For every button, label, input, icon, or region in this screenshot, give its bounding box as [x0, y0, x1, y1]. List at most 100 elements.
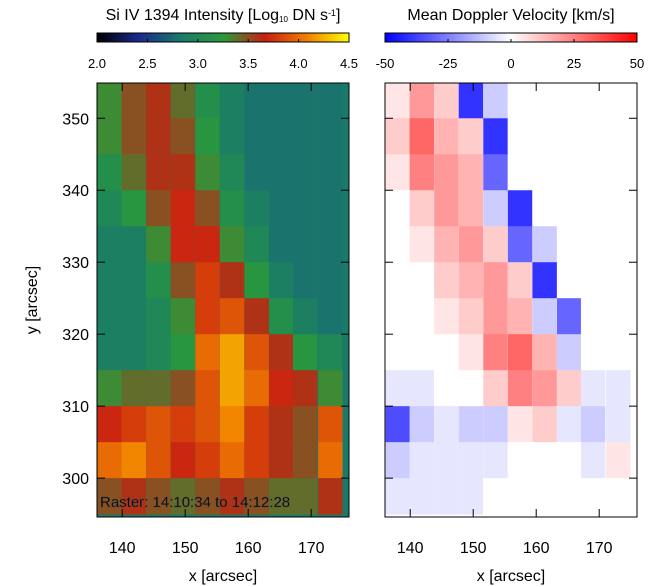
heatmap-cell [409, 370, 435, 407]
heatmap-cell [532, 262, 557, 299]
heatmap-cell [483, 226, 508, 263]
heatmap-cell [580, 118, 606, 155]
heatmap-cell [121, 478, 147, 515]
heatmap-cell [580, 478, 606, 515]
heatmap-cell [580, 154, 606, 191]
heatmap-cell [606, 298, 631, 335]
heatmap-cell [292, 190, 318, 227]
title-part: Mean Doppler Velocity [km/s] [407, 7, 614, 24]
heatmap-cell [121, 226, 147, 263]
colorbar-tick-label: 0 [507, 56, 514, 71]
colorbar-tick-label: 4.5 [340, 56, 358, 71]
heatmap-cell [556, 478, 582, 515]
heatmap-cell [244, 334, 269, 371]
x-tick-label: 160 [235, 540, 262, 557]
heatmap-cell [556, 370, 582, 407]
heatmap-cell [434, 83, 459, 119]
heatmap-cell [97, 406, 123, 443]
heatmap-cell [170, 370, 196, 407]
heatmap-cell [434, 262, 459, 299]
x-axis-label: x [arcsec] [189, 568, 257, 585]
heatmap-cell [318, 334, 343, 371]
heatmap-cell [458, 226, 484, 263]
heatmap-cell [606, 154, 631, 191]
heatmap-cell [244, 406, 269, 443]
heatmap-cell [385, 442, 411, 479]
heatmap-cell [606, 262, 631, 299]
heatmap-cell [458, 154, 484, 191]
heatmap-cell [385, 226, 411, 263]
heatmap-cell [268, 478, 294, 515]
heatmap-cell [244, 154, 269, 191]
heatmap-cell [244, 118, 269, 155]
x-tick-label: 150 [460, 540, 487, 557]
heatmap-cell [434, 298, 459, 335]
heatmap-cell [268, 334, 294, 371]
heatmap-cell [268, 190, 294, 227]
heatmap-cell [170, 83, 196, 119]
heatmap-cell [121, 262, 147, 299]
heatmap-cell [507, 83, 533, 119]
colorbar-tick-label: 2.0 [88, 56, 106, 71]
x-tick-label: 140 [109, 540, 136, 557]
heatmap-cell [409, 478, 435, 515]
heatmap-cell [292, 370, 318, 407]
heatmap-cell [458, 442, 484, 479]
heatmap-cell [268, 370, 294, 407]
heatmap-cell [268, 118, 294, 155]
heatmap-cell [195, 226, 220, 263]
heatmap-cell [268, 226, 294, 263]
heatmap-cell [268, 298, 294, 335]
heatmap-cell [409, 83, 435, 119]
heatmap-cell [268, 262, 294, 299]
heatmap-cell [385, 298, 411, 335]
plot-frame [384, 82, 638, 518]
colorbar-title: Si IV 1394 Intensity [Log10 DN s-1] [106, 7, 341, 24]
heatmap-cell [532, 298, 557, 335]
heatmap-cell [170, 478, 196, 515]
heatmap-cell [195, 190, 220, 227]
heatmap-cell [244, 298, 269, 335]
heatmap-cell [507, 406, 533, 443]
heatmap-cell [146, 442, 171, 479]
x-tick-label: 160 [523, 540, 550, 557]
heatmap-cell [121, 190, 147, 227]
heatmap-cell [121, 298, 147, 335]
heatmap-cell [606, 406, 631, 443]
heatmap-cell [458, 406, 484, 443]
title-part: ] [336, 7, 340, 24]
heatmap-cell [532, 154, 557, 191]
heatmap-cell [318, 442, 343, 479]
heatmap-cell [292, 406, 318, 443]
heatmap-cell [458, 298, 484, 335]
colorbar-tick-label: 2.5 [138, 56, 156, 71]
heatmap-cell [385, 190, 411, 227]
heatmap-cell [556, 406, 582, 443]
heatmap-cell [219, 118, 245, 155]
heatmap-cell [580, 442, 606, 479]
heatmap-cell [195, 118, 220, 155]
heatmap-cell [434, 226, 459, 263]
heatmap-cell [483, 154, 508, 191]
heatmap-cell [219, 190, 245, 227]
heatmap-cell [146, 190, 171, 227]
colorbar-tick-label: 25 [567, 56, 581, 71]
heatmap-cell [434, 442, 459, 479]
heatmap-cell [292, 478, 318, 515]
heatmap-cell [146, 334, 171, 371]
heatmap-cell [385, 406, 411, 443]
heatmap-cell [409, 442, 435, 479]
heatmap-cell [219, 298, 245, 335]
heatmap-cell [318, 226, 343, 263]
heatmap-cell [244, 226, 269, 263]
heatmap-cell [556, 190, 582, 227]
heatmap-cell [507, 190, 533, 227]
heatmap-cell [507, 154, 533, 191]
heatmap-cell [483, 478, 508, 515]
heatmap-cell [532, 478, 557, 515]
heatmap-cell [556, 118, 582, 155]
heatmap-cell [434, 334, 459, 371]
heatmap-cell [606, 334, 631, 371]
heatmap-cell [121, 406, 147, 443]
heatmap-cell [409, 118, 435, 155]
